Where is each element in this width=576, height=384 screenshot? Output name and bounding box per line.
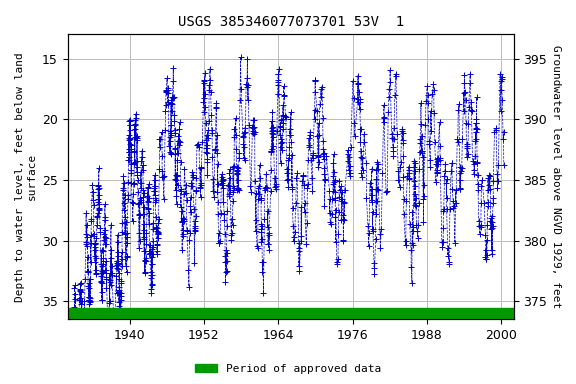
Legend: Period of approved data: Period of approved data <box>191 359 385 379</box>
Y-axis label: Groundwater level above NGVD 1929, feet: Groundwater level above NGVD 1929, feet <box>551 45 561 308</box>
Y-axis label: Depth to water level, feet below land
surface: Depth to water level, feet below land su… <box>15 52 37 302</box>
Bar <box>68 308 514 319</box>
Title: USGS 385346077073701 53V  1: USGS 385346077073701 53V 1 <box>177 15 404 29</box>
